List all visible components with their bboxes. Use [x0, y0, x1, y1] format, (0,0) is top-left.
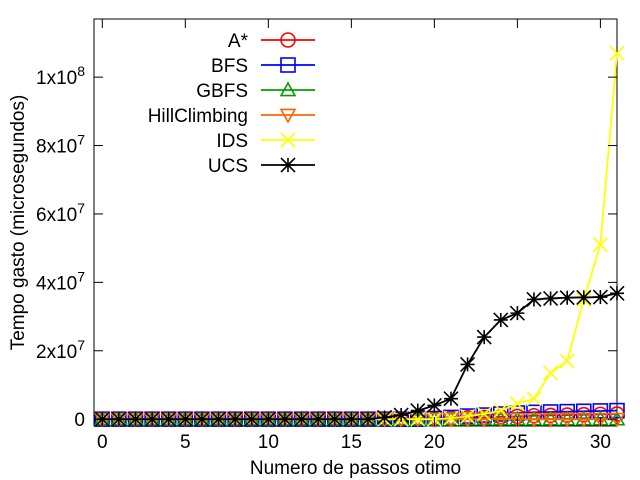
data-point-ucs [210, 411, 227, 427]
legend-item-gbfs: GBFS [196, 81, 315, 102]
data-point-ucs [277, 411, 293, 427]
data-point-ucs [393, 407, 409, 423]
y-tick-label: 0 [74, 410, 85, 431]
data-point-ucs [194, 411, 210, 427]
legend-item-bfs: BFS [211, 56, 315, 77]
data-point-hillclimbing [525, 412, 543, 428]
data-point-ucs [127, 411, 144, 427]
data-point-hillclimbing [509, 412, 526, 428]
data-point-ucs [426, 397, 442, 414]
data-point-ucs [227, 411, 243, 427]
legend-label-a: A* [228, 31, 249, 52]
data-point-ids [592, 237, 608, 253]
data-point-ucs [327, 411, 343, 427]
data-point-ucs [443, 391, 459, 407]
legend-label-bfs: BFS [211, 56, 248, 77]
y-tick-label: 8x107 [36, 132, 85, 158]
data-point-ucs [493, 312, 509, 328]
data-point-hillclimbing [492, 412, 510, 428]
data-point-ids [609, 45, 625, 61]
y-tick-label: 1x108 [36, 63, 85, 89]
data-point-ucs [410, 403, 426, 419]
data-point-ids [543, 365, 559, 381]
data-point-ucs [244, 411, 260, 427]
data-point-ucs [310, 411, 326, 427]
legend-item-hillclimbing: HillClimbing [148, 106, 315, 127]
y-tick-label: 4x107 [36, 268, 85, 294]
y-tick-label: 2x107 [36, 337, 85, 363]
data-point-ucs [476, 329, 492, 345]
data-point-hillclimbing [608, 412, 626, 428]
data-point-ucs [360, 411, 376, 427]
data-point-ucs [559, 290, 575, 306]
data-point-ids [443, 410, 459, 426]
series-ids [94, 45, 625, 427]
data-point-ids [509, 396, 525, 412]
axis-layer: 0 5 10 15 20 25 30 0 2x107 4x107 6x107 8x107 1x108 [36, 19, 617, 453]
legend-marker-ids [280, 132, 296, 148]
data-point-ucs [111, 411, 127, 427]
legend-item-ids: IDS [216, 131, 315, 152]
x-tick-label: 25 [507, 432, 528, 453]
data-point-ids [476, 406, 492, 422]
legend-marker-ucs [280, 157, 296, 173]
data-point-hillclimbing [592, 412, 609, 428]
data-point-ucs [376, 409, 393, 426]
legend-item-ucs: UCS [208, 156, 315, 177]
data-point-ucs [526, 291, 542, 308]
data-point-hillclimbing [542, 412, 559, 428]
legend-marker-hillclimbing [279, 108, 297, 124]
x-tick-label: 0 [97, 432, 108, 453]
plot-frame [93, 18, 618, 427]
data-point-ucs [460, 356, 476, 373]
series-line-ucs [102, 292, 618, 421]
legend-label-ids: IDS [216, 131, 248, 152]
data-point-ids [559, 353, 575, 369]
data-point-hillclimbing [442, 412, 460, 428]
legend-label-hillclimbing: HillClimbing [148, 106, 248, 127]
data-point-ucs [144, 411, 160, 427]
x-tick-label: 20 [424, 432, 445, 453]
legend-marker-a [280, 32, 296, 48]
y-tick-label: 6x107 [36, 200, 85, 226]
legend-marker-gbfs [279, 81, 297, 97]
data-point-ucs [543, 290, 559, 306]
legend-label-ucs: UCS [208, 156, 248, 177]
legend-item-a: A* [228, 31, 315, 52]
data-point-bfs [609, 402, 625, 419]
legend: A* BFS GBFS HillClimbing IDS UCS [148, 31, 315, 177]
data-point-ucs [609, 285, 625, 301]
x-tick-label: 30 [590, 432, 611, 453]
x-tick-label: 5 [180, 432, 191, 453]
data-point-ucs [509, 305, 525, 321]
data-point-ids [526, 391, 542, 407]
data-point-ucs [592, 289, 608, 305]
legend-label-gbfs: GBFS [196, 81, 248, 102]
data-point-ucs [293, 411, 310, 427]
plot-border [93, 18, 618, 427]
data-point-hillclimbing [558, 412, 576, 428]
y-axis-title: Tempo gasto (microsegundos) [8, 95, 29, 351]
series-ucs [94, 285, 625, 427]
data-point-ids [460, 408, 476, 424]
x-axis-title: Numero de passos otimo [250, 458, 461, 479]
data-point-ids [493, 403, 509, 419]
data-point-hillclimbing [575, 412, 593, 428]
legend-marker-bfs [280, 57, 296, 73]
x-tick-label: 10 [258, 432, 279, 453]
x-tick-label: 15 [341, 432, 362, 453]
data-point-ucs [161, 411, 177, 427]
series-layer [93, 45, 626, 428]
data-point-bfs [575, 403, 592, 420]
data-point-ucs [576, 289, 592, 305]
